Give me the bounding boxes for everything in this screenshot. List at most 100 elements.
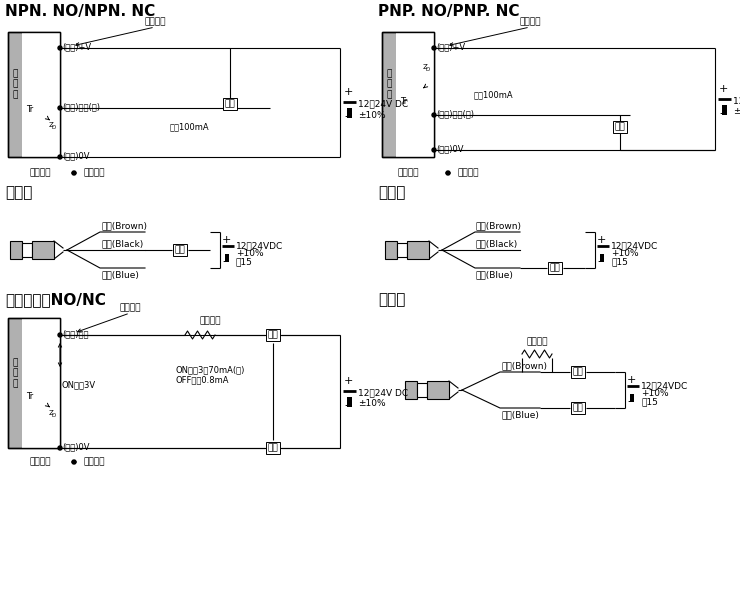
Text: Tr: Tr xyxy=(27,392,33,401)
Circle shape xyxy=(432,148,436,152)
Text: +: + xyxy=(627,375,636,385)
Text: 颜色代码: 颜色代码 xyxy=(519,17,541,26)
Text: 棕色(Brown): 棕色(Brown) xyxy=(476,221,522,230)
Text: －15: －15 xyxy=(611,257,628,266)
Text: 内部电路: 内部电路 xyxy=(30,457,51,466)
Text: 最大100mA: 最大100mA xyxy=(170,122,209,131)
Text: -: - xyxy=(222,256,226,269)
Text: 12～24VDC: 12～24VDC xyxy=(611,241,659,251)
Text: 蓝色(Blue): 蓝色(Blue) xyxy=(502,410,540,419)
Text: 主
电
路: 主 电 路 xyxy=(386,69,391,99)
Text: +: + xyxy=(222,235,232,245)
Bar xyxy=(225,254,229,262)
Text: 负荷: 负荷 xyxy=(268,443,278,452)
Text: 最大100mA: 最大100mA xyxy=(474,90,514,99)
Text: 棕色(Brown): 棕色(Brown) xyxy=(101,221,147,230)
Text: OFF状态0.8mA: OFF状态0.8mA xyxy=(175,375,229,384)
Text: 12～24V DC: 12～24V DC xyxy=(733,97,740,106)
Text: Z: Z xyxy=(423,64,428,70)
Bar xyxy=(385,241,397,259)
Text: 负荷: 负荷 xyxy=(225,100,235,109)
Circle shape xyxy=(446,171,450,175)
Text: +10%: +10% xyxy=(611,250,639,259)
Text: 用户电路: 用户电路 xyxy=(83,168,105,177)
Text: -: - xyxy=(719,107,724,121)
Text: 负荷: 负荷 xyxy=(175,245,186,254)
Bar xyxy=(722,105,727,115)
Text: 内部电路: 内部电路 xyxy=(30,168,51,177)
Text: 线路图: 线路图 xyxy=(378,185,406,200)
Circle shape xyxy=(432,46,436,50)
Text: +: + xyxy=(344,376,354,386)
Bar xyxy=(8,32,60,157)
Text: 12～24V DC: 12～24V DC xyxy=(358,100,408,109)
Text: Z: Z xyxy=(49,122,54,128)
Text: Z: Z xyxy=(49,410,54,416)
Bar xyxy=(397,243,407,257)
Text: (黑色)输出(注): (黑色)输出(注) xyxy=(436,109,474,118)
Text: 12～24VDC: 12～24VDC xyxy=(641,382,688,391)
Text: 主
电
路: 主 电 路 xyxy=(13,69,18,99)
Circle shape xyxy=(58,333,62,337)
Text: 棕色(Brown): 棕色(Brown) xyxy=(502,361,548,370)
Bar xyxy=(8,318,60,448)
Text: +10%: +10% xyxy=(236,250,263,259)
Text: (蓝色)0V: (蓝色)0V xyxy=(62,151,90,160)
Text: Tr: Tr xyxy=(400,97,408,106)
Bar xyxy=(10,241,22,259)
Text: 12～24VDC: 12～24VDC xyxy=(236,241,283,251)
Text: Tr: Tr xyxy=(27,105,33,114)
Bar xyxy=(32,241,54,259)
Text: 蓝色(Blue): 蓝色(Blue) xyxy=(101,270,139,279)
Bar xyxy=(22,318,60,448)
Circle shape xyxy=(58,446,62,450)
Text: (蓝色)0V: (蓝色)0V xyxy=(62,443,90,451)
Text: ±10%: ±10% xyxy=(358,110,386,119)
Text: 黒色(Black): 黒色(Black) xyxy=(476,239,518,248)
Text: 分流电阻: 分流电阻 xyxy=(199,317,221,325)
Text: ±10%: ±10% xyxy=(733,107,740,116)
Circle shape xyxy=(72,171,76,175)
Bar xyxy=(382,32,434,157)
Bar xyxy=(405,381,417,399)
Text: 负荷: 负荷 xyxy=(573,403,583,413)
Circle shape xyxy=(58,46,62,50)
Text: ON状态3V: ON状态3V xyxy=(62,380,96,389)
Text: 分流电阻: 分流电阻 xyxy=(526,337,548,346)
Text: D: D xyxy=(52,413,56,418)
Text: 负荷: 负荷 xyxy=(573,367,583,377)
Bar xyxy=(630,394,634,402)
Text: 线路图: 线路图 xyxy=(378,292,406,307)
Text: 内部电路: 内部电路 xyxy=(397,168,419,177)
Text: 12～24V DC: 12～24V DC xyxy=(358,389,408,397)
Text: (蓝色)0V: (蓝色)0V xyxy=(436,145,463,154)
Bar xyxy=(347,397,352,407)
Text: NPN. NO/NPN. NC: NPN. NO/NPN. NC xyxy=(5,4,155,19)
Text: 颜色代码: 颜色代码 xyxy=(144,17,166,26)
Text: 颜色代码: 颜色代码 xyxy=(119,304,141,313)
Bar xyxy=(407,241,429,259)
Bar xyxy=(382,32,434,157)
Text: -: - xyxy=(597,256,602,269)
Bar xyxy=(8,318,60,448)
Text: －15: －15 xyxy=(641,397,658,407)
Text: 线路图: 线路图 xyxy=(5,185,33,200)
Text: 用户电路: 用户电路 xyxy=(457,168,479,177)
Circle shape xyxy=(58,106,62,110)
Circle shape xyxy=(58,155,62,159)
Text: D: D xyxy=(426,67,430,72)
Text: (黑色)输出(注): (黑色)输出(注) xyxy=(62,103,100,112)
Text: +: + xyxy=(597,235,606,245)
Text: (棕色)输出: (棕色)输出 xyxy=(62,329,89,338)
Text: 蓝色(Blue): 蓝色(Blue) xyxy=(476,270,514,279)
Circle shape xyxy=(432,113,436,117)
Text: (棕色)+V: (棕色)+V xyxy=(62,43,91,52)
Text: 负荷: 负荷 xyxy=(615,122,625,131)
Text: (棕色)+V: (棕色)+V xyxy=(436,43,465,52)
Text: D: D xyxy=(52,125,56,130)
Text: +10%: +10% xyxy=(641,389,669,398)
Text: ON状态3～70mA(注): ON状态3～70mA(注) xyxy=(175,365,244,374)
Text: PNP. NO/PNP. NC: PNP. NO/PNP. NC xyxy=(378,4,519,19)
Bar xyxy=(396,32,434,157)
Text: -: - xyxy=(344,400,349,413)
